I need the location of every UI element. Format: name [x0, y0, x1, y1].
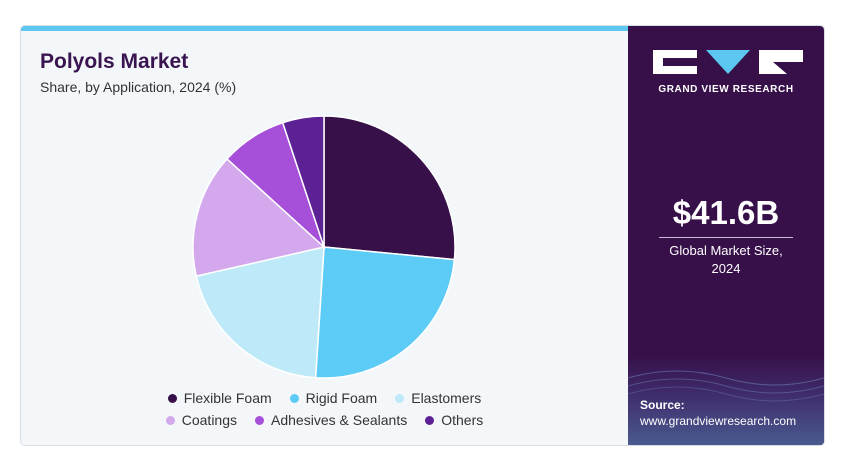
- chart-title: Polyols Market: [40, 50, 189, 73]
- legend-swatch: [425, 415, 435, 425]
- legend-swatch: [289, 393, 299, 403]
- legend-swatch: [165, 415, 175, 425]
- grand-view-research-logo: [653, 50, 803, 74]
- legend-item-elastomers: Elastomers: [395, 390, 481, 406]
- pie-slice-coatings: [192, 157, 326, 278]
- legend-item-coatings: Coatings: [165, 412, 238, 428]
- summary-panel: GRAND VIEW RESEARCH $41.6B Global Market…: [628, 26, 824, 445]
- legend-row-2: Coatings Adhesives & Sealants Others: [21, 409, 628, 431]
- legend-swatch: [255, 415, 265, 425]
- market-size-value: $41.6B: [672, 194, 780, 231]
- pie-chart: [192, 115, 456, 379]
- legend-label: Rigid Foam: [305, 390, 378, 406]
- market-size-label-line1: Global Market Size,: [669, 243, 783, 258]
- chart-legend: Flexible Foam Rigid Foam Elastomers Coat…: [21, 387, 628, 431]
- chart-subtitle: Share, by Application, 2024 (%): [40, 79, 237, 95]
- legend-label: Others: [441, 412, 484, 428]
- market-size-label: Global Market Size, 2024: [628, 242, 824, 278]
- legend-label: Adhesives & Sealants: [271, 412, 408, 428]
- source-label: Source:: [640, 398, 685, 412]
- legend-item-rigid-foam: Rigid Foam: [289, 390, 378, 406]
- infographic-card: Polyols Market Share, by Application, 20…: [20, 25, 825, 446]
- divider: [659, 237, 793, 238]
- accent-bar: [21, 26, 628, 31]
- pie-slice-rigid-foam: [314, 246, 456, 379]
- source-link[interactable]: www.grandviewresearch.com: [640, 414, 797, 428]
- legend-label: Coatings: [181, 412, 238, 428]
- legend-row-1: Flexible Foam Rigid Foam Elastomers: [21, 387, 628, 409]
- chart-panel: Polyols Market Share, by Application, 20…: [21, 31, 628, 445]
- legend-swatch: [167, 393, 177, 403]
- legend-item-flexible-foam: Flexible Foam: [167, 390, 272, 406]
- wave-pattern: [628, 370, 824, 402]
- legend-swatch: [395, 393, 405, 403]
- logo-text: GRAND VIEW RESEARCH: [658, 84, 794, 95]
- legend-label: Elastomers: [411, 390, 482, 406]
- pie-slice-flexible-foam: [323, 115, 456, 261]
- market-size-label-line2: 2024: [711, 261, 741, 276]
- legend-item-adhesives-sealants: Adhesives & Sealants: [255, 412, 407, 428]
- pie-slice-elastomers: [195, 246, 325, 379]
- pie-slice-others: [281, 115, 325, 248]
- legend-label: Flexible Foam: [183, 390, 272, 406]
- legend-item-others: Others: [425, 412, 483, 428]
- source-area: Source: www.grandviewresearch.com: [628, 356, 824, 445]
